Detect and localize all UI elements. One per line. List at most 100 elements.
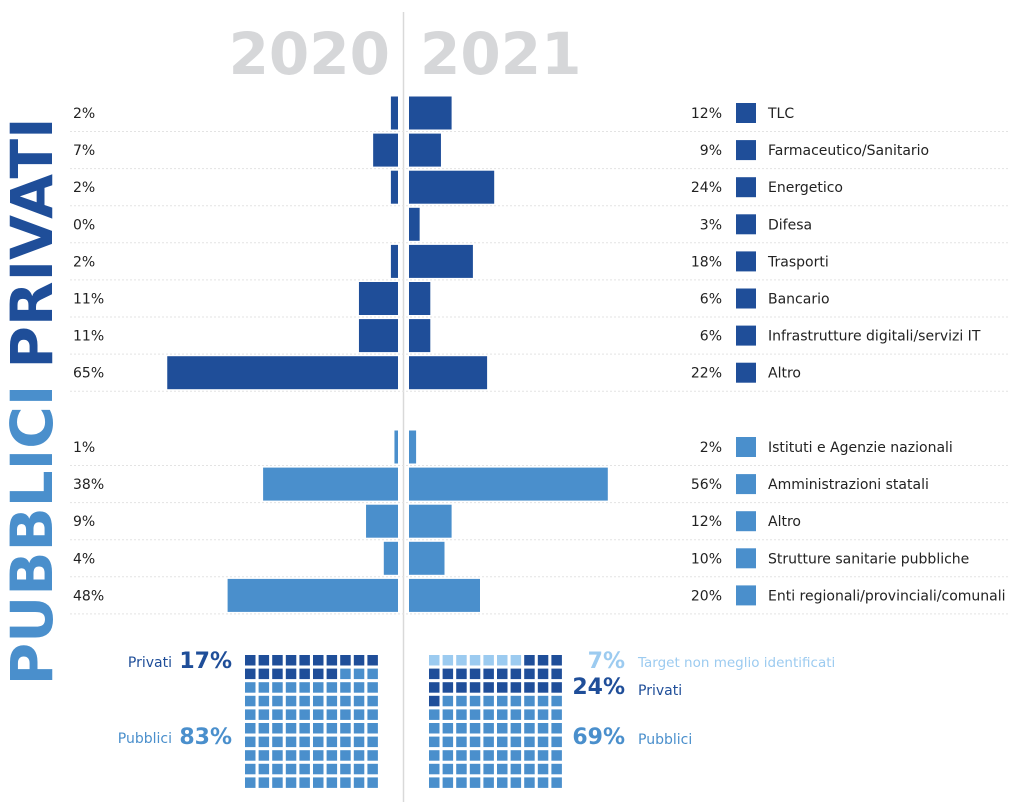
waffle-cell [483, 668, 494, 680]
waffle-cell [524, 777, 535, 788]
bar-2020 [390, 96, 398, 130]
waffle-cell [367, 777, 378, 788]
waffle-cell [537, 763, 549, 775]
waffle-cell [469, 736, 481, 748]
value-label-2021: 56% [691, 477, 722, 493]
waffle-cell [353, 723, 365, 734]
year-2021-header: 2021 [420, 20, 581, 88]
waffle-cell [524, 750, 535, 761]
waffle-cell [272, 777, 283, 788]
bar-2021 [409, 504, 452, 538]
waffle-cell [326, 723, 338, 734]
waffle-2021-pubblici-value: 69% [572, 725, 625, 750]
waffle-cell [469, 763, 481, 775]
value-label-2021: 2% [700, 440, 722, 456]
waffle-cell [326, 750, 338, 761]
waffle-cell [340, 695, 351, 707]
category-label: Farmaceutico/Sanitario [768, 143, 929, 159]
category-label: Amministrazioni statali [768, 477, 929, 493]
waffle-cell [326, 668, 338, 680]
category-label: Infrastrutture digitali/servizi IT [768, 329, 981, 345]
waffle-cell [483, 695, 494, 707]
waffle-cell [429, 668, 440, 680]
waffle-cell [299, 709, 310, 720]
waffle-cell [483, 709, 494, 720]
waffle-cell [245, 695, 256, 707]
waffle-cell [285, 723, 297, 734]
value-label-2021: 20% [691, 588, 722, 604]
waffle-cell [313, 750, 324, 761]
waffle-cell [524, 695, 535, 707]
waffle-cell [442, 709, 454, 720]
waffle-cell [258, 736, 270, 748]
waffle-cell [429, 763, 440, 775]
waffle-cell [551, 695, 562, 707]
waffle-cell [551, 668, 562, 680]
category-label: Strutture sanitarie pubbliche [768, 551, 969, 567]
waffle-cell [469, 655, 481, 666]
waffle-cell [497, 777, 508, 788]
waffle-cell [442, 763, 454, 775]
waffle-cell [524, 736, 535, 748]
value-label-2021: 22% [691, 366, 722, 382]
legend-swatch [736, 140, 756, 161]
waffle-cell [537, 750, 549, 761]
waffle-cell [442, 736, 454, 748]
waffle-cell [353, 709, 365, 720]
value-label-2020: 48% [73, 588, 104, 604]
waffle-cell [510, 682, 522, 693]
bar-2020 [373, 133, 398, 167]
waffle-cell [353, 750, 365, 761]
waffle-cell [367, 763, 378, 775]
waffle-cell [313, 709, 324, 720]
waffle-cell [469, 682, 481, 693]
waffle-cell [326, 695, 338, 707]
waffle-cell [456, 750, 467, 761]
waffle-cell [442, 655, 454, 666]
value-label-2021: 9% [700, 143, 722, 159]
waffle-cell [353, 736, 365, 748]
bar-2021 [409, 170, 495, 204]
waffle-cell [429, 695, 440, 707]
waffle-cell [285, 736, 297, 748]
waffle-cell [353, 695, 365, 707]
waffle-cell [497, 709, 508, 720]
bar-2021 [409, 207, 420, 241]
bar-2020 [366, 504, 398, 538]
waffle-cell [258, 668, 270, 680]
waffle-cell [524, 723, 535, 734]
waffle-cell [367, 682, 378, 693]
value-label-2020: 11% [73, 292, 104, 308]
waffle-cell [340, 682, 351, 693]
waffle-2021-pubblici-label: Pubblici [638, 732, 692, 748]
waffle-cell [456, 655, 467, 666]
value-label-2020: 9% [73, 514, 95, 530]
bar-2021 [409, 96, 452, 130]
waffle-cell [326, 655, 338, 666]
waffle-cell [429, 777, 440, 788]
waffle-cell [551, 777, 562, 788]
waffle-cell [483, 777, 494, 788]
waffle-cell [272, 709, 283, 720]
waffle-charts: Privati 17% Pubblici 83% 7% Target non meglio… [118, 649, 835, 788]
waffle-cell [442, 695, 454, 707]
waffle-cell [442, 682, 454, 693]
value-label-2021: 3% [700, 217, 722, 233]
waffle-cell [245, 682, 256, 693]
waffle-cell [551, 750, 562, 761]
waffle-cell [340, 709, 351, 720]
waffle-cell [442, 750, 454, 761]
waffle-cell [537, 655, 549, 666]
waffle-cell [537, 777, 549, 788]
waffle-cell [510, 668, 522, 680]
waffle-cell [456, 763, 467, 775]
waffle-cell [340, 655, 351, 666]
value-label-2020: 2% [73, 180, 95, 196]
waffle-cell [340, 777, 351, 788]
waffle-cell [497, 682, 508, 693]
waffle-cell [524, 709, 535, 720]
waffle-cell [299, 668, 310, 680]
waffle-cell [429, 682, 440, 693]
waffle-cell [272, 723, 283, 734]
waffle-cell [429, 655, 440, 666]
